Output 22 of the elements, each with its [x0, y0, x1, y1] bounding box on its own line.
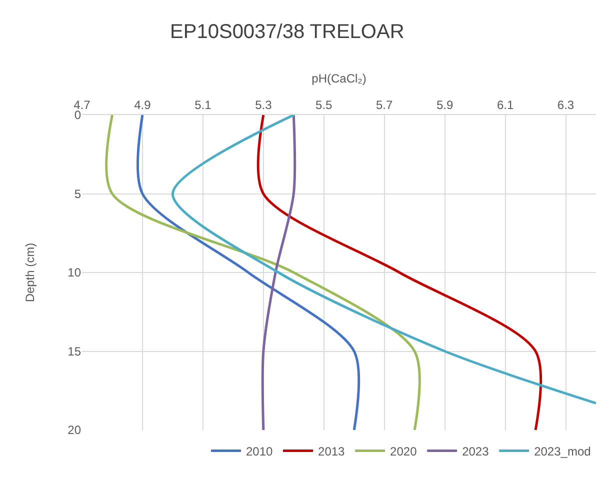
x-tick-label: 5.5	[316, 98, 333, 112]
x-tick-label: 6.3	[557, 98, 574, 112]
legend-label: 2020	[390, 444, 418, 458]
x-tick-label: 4.9	[134, 98, 152, 112]
chart-title: EP10S0037/38 TRELOAR	[170, 20, 404, 43]
line-series	[171, 115, 596, 404]
x-tick-label: 5.9	[436, 98, 454, 112]
x-tick-label: 5.7	[376, 98, 394, 112]
legend-label: 2010	[246, 444, 274, 458]
x-axis-title: pH(CaCl₂)	[312, 72, 366, 86]
y-tick-label: 0	[74, 108, 82, 122]
x-tick-label: 5.1	[194, 98, 212, 112]
legend-label: 2023	[462, 444, 490, 458]
x-tick-label: 6.1	[496, 98, 514, 112]
y-tick-label: 10	[68, 266, 82, 280]
x-tick-label: 5.3	[255, 98, 272, 112]
y-tick-label: 5	[74, 186, 82, 201]
legend-label: 2023_mod	[534, 444, 591, 458]
legend-label: 2013	[318, 444, 346, 458]
y-tick-label: 20	[68, 423, 82, 438]
y-tick-label: 15	[68, 344, 82, 358]
y-axis-title: Depth (cm)	[22, 242, 37, 302]
